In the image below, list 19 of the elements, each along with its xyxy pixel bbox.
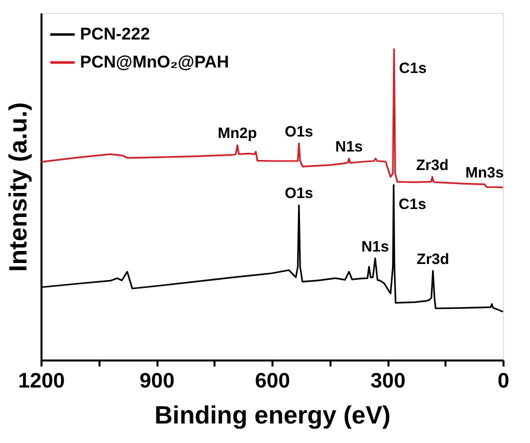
y-axis-title: Intensity (a.u.) [4, 102, 32, 272]
annotation: N1s [361, 238, 389, 256]
x-tick-label: 0 [498, 370, 510, 392]
x-tick-label: 600 [254, 370, 290, 392]
annotation: O1s [284, 185, 314, 202]
annotation: Zr3d [416, 156, 449, 174]
annotation: Mn3s [465, 164, 504, 182]
annotation: C1s [398, 196, 426, 213]
legend-label: PCN@MnO₂@PAH [80, 52, 229, 72]
x-tick-label: 1200 [18, 370, 65, 392]
x-axis-title: Binding energy (eV) [154, 402, 391, 430]
annotation: C1s [399, 60, 427, 78]
annotation: Mn2p [218, 125, 257, 142]
x-tick-label: 300 [370, 370, 406, 392]
annotation: Zr3d [416, 250, 450, 268]
annotation: N1s [335, 138, 363, 156]
x-tick-label: 900 [139, 370, 175, 392]
legend-label: PCN-222 [80, 24, 150, 44]
annotation: O1s [284, 123, 314, 140]
